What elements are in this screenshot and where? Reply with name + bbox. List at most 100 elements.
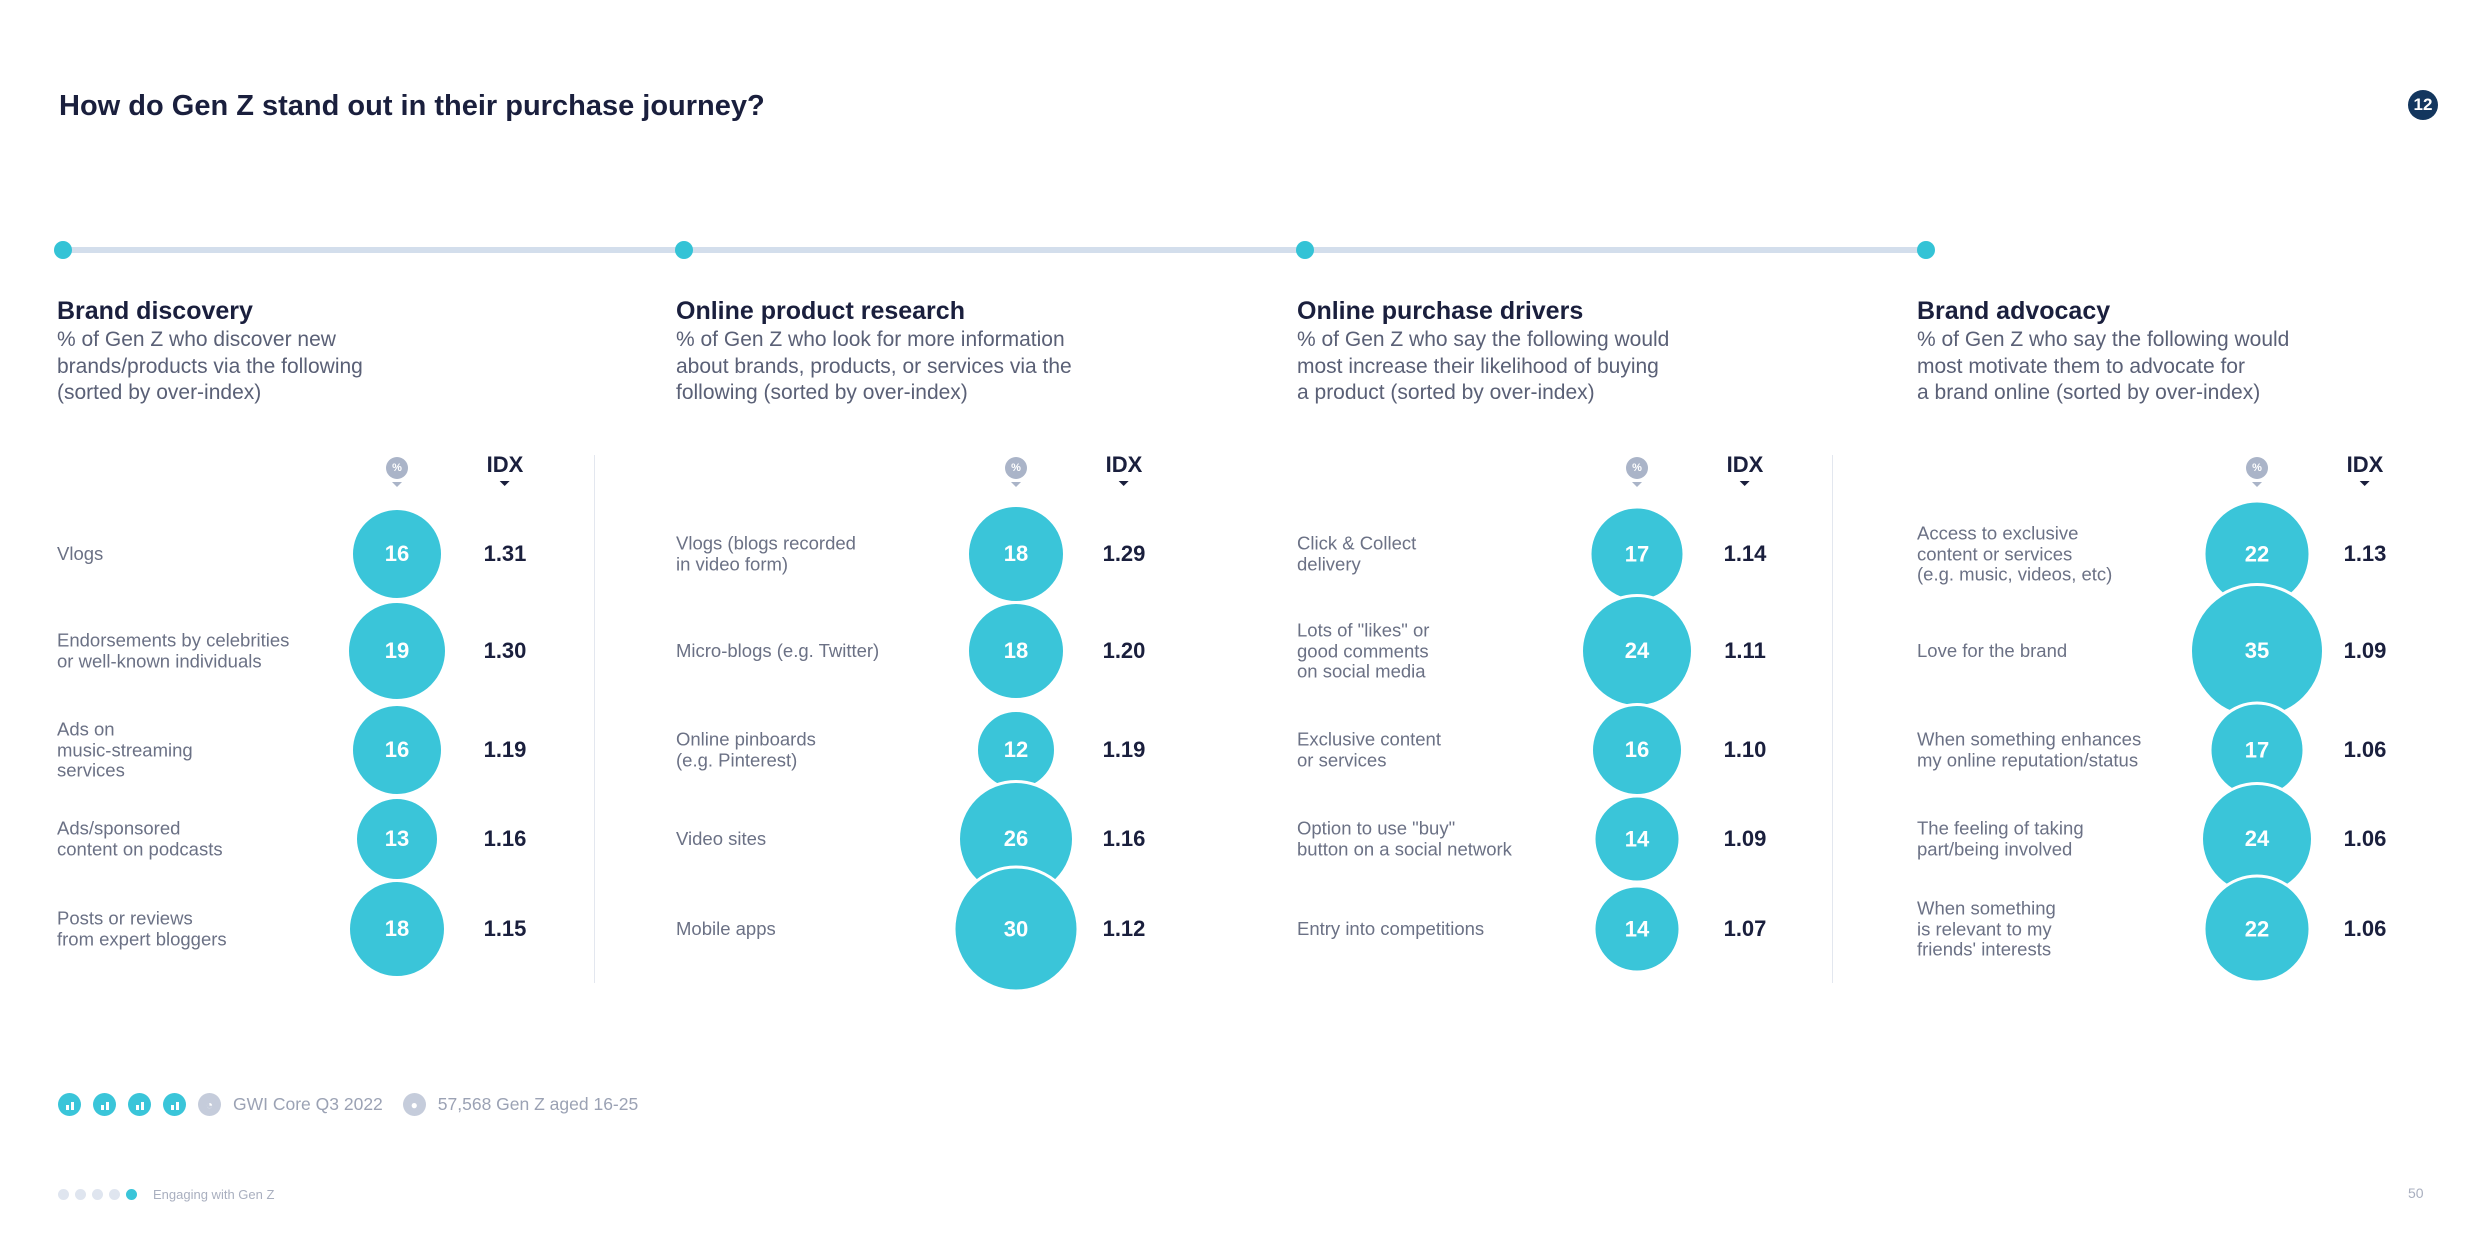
chart-icon: [163, 1093, 186, 1116]
idx-value: 1.30: [483, 638, 527, 663]
pct-bubble: 19: [346, 600, 448, 702]
row-label: Option to use "buy" button on a social n…: [1297, 817, 1512, 859]
section-title: Brand advocacy: [1917, 297, 2111, 325]
idx-column-header: IDX: [2346, 452, 2384, 477]
row-label: Exclusive content or services: [1297, 728, 1441, 770]
page-number-badge: 12: [2408, 90, 2438, 120]
timeline-dot: [54, 241, 72, 259]
section-0: Brand discovery % of Gen Z who discover n…: [57, 0, 617, 1241]
source-label: GWI Core Q3 2022: [233, 1094, 383, 1114]
row-label: Online pinboards (e.g. Pinterest): [676, 728, 816, 770]
progress-dot: [109, 1189, 120, 1200]
footer: ◔ GWI Core Q3 2022 ● 57,568 Gen Z aged 1…: [58, 1093, 638, 1116]
section-title: Online purchase drivers: [1297, 297, 1584, 325]
row-label: Endorsements by celebrities or well-know…: [57, 629, 290, 671]
page-number: 50: [2408, 1185, 2424, 1201]
row-label: The feeling of taking part/being involve…: [1917, 817, 2084, 859]
pct-column-header: %: [1005, 457, 1027, 479]
timeline-dot: [1296, 241, 1314, 259]
idx-value: 1.31: [483, 541, 527, 566]
pct-column-header: %: [2246, 457, 2268, 479]
row-label: Mobile apps: [676, 917, 776, 939]
idx-value: 1.14: [1723, 541, 1767, 566]
idx-value: 1.10: [1723, 737, 1767, 762]
idx-value: 1.12: [1102, 916, 1146, 941]
pct-bubble: 18: [966, 601, 1066, 701]
pct-bubble: 16: [350, 507, 444, 601]
report-name: Engaging with Gen Z: [153, 1187, 275, 1202]
idx-value: 1.20: [1102, 638, 1146, 663]
chart-icon: [58, 1093, 81, 1116]
timeline-dot: [1917, 241, 1935, 259]
row-label: Click & Collect delivery: [1297, 532, 1417, 574]
row-label: Video sites: [676, 827, 767, 849]
row-label: Love for the brand: [1917, 639, 2068, 661]
idx-value: 1.06: [2343, 826, 2387, 851]
pct-bubble: 14: [1592, 794, 1682, 884]
row-label: Ads/sponsored content on podcasts: [57, 817, 223, 859]
section-3: Brand advocacy % of Gen Z who say the fol…: [1917, 0, 2477, 1241]
idx-value: 1.19: [1102, 737, 1146, 762]
row-label: Access to exclusive content or services …: [1917, 522, 2113, 585]
section-description: % of Gen Z who say the following would m…: [1917, 328, 2290, 404]
progress-dot-active: [126, 1189, 137, 1200]
row-label: When something is relevant to my friends…: [1917, 897, 2056, 960]
page-title: How do Gen Z stand out in their purchase…: [59, 90, 765, 122]
source-icon: ◔: [198, 1093, 221, 1116]
pct-bubble: 24: [1580, 594, 1694, 708]
pct-bubble: 16: [1590, 703, 1684, 797]
section-description: % of Gen Z who discover new brands/produ…: [57, 328, 363, 404]
row-label: Entry into competitions: [1297, 917, 1485, 939]
pct-bubble: 22: [2202, 874, 2312, 984]
row-label: Micro-blogs (e.g. Twitter): [676, 639, 880, 661]
timeline-line: [63, 247, 1925, 253]
section-description: % of Gen Z who say the following would m…: [1297, 328, 1670, 404]
pct-bubble: 18: [347, 879, 447, 979]
audience-icon: ●: [402, 1093, 426, 1116]
row-label: Vlogs: [57, 542, 104, 564]
progress-dot: [58, 1189, 69, 1200]
progress-dot: [75, 1189, 86, 1200]
pct-column-header: %: [1626, 457, 1648, 479]
idx-value: 1.09: [1723, 826, 1767, 851]
idx-value: 1.06: [2343, 916, 2387, 941]
chart-icon: [93, 1093, 116, 1116]
section-1: Online product research % of Gen Z who lo…: [676, 0, 1236, 1241]
section-title: Online product research: [676, 297, 965, 325]
row-label: Vlogs (blogs recorded in video form): [676, 532, 856, 574]
pct-bubble: 17: [1588, 505, 1686, 603]
sample-label: 57,568 Gen Z aged 16-25: [437, 1094, 639, 1114]
idx-value: 1.16: [483, 826, 527, 851]
chart-icon: [128, 1093, 151, 1116]
column-divider: [594, 455, 595, 983]
idx-value: 1.19: [483, 737, 527, 762]
section-2: Online purchase drivers % of Gen Z who sa…: [1297, 0, 1857, 1241]
pct-bubble: 16: [350, 703, 444, 797]
idx-value: 1.06: [2343, 737, 2387, 762]
row-label: Lots of "likes" or good comments on soci…: [1297, 619, 1430, 682]
idx-value: 1.15: [483, 916, 527, 941]
idx-column-header: IDX: [486, 452, 524, 477]
row-label: Ads on music-streaming services: [57, 718, 193, 781]
row-label: When something enhances my online reputa…: [1917, 728, 2142, 770]
column-divider: [1832, 455, 1833, 983]
pct-column-header: %: [386, 457, 408, 479]
row-label: Posts or reviews from expert bloggers: [57, 907, 227, 949]
idx-column-header: IDX: [1105, 452, 1143, 477]
idx-value: 1.07: [1723, 916, 1767, 941]
pct-bubble: 12: [975, 709, 1057, 791]
section-description: % of Gen Z who look for more information…: [676, 328, 1072, 404]
idx-column-header: IDX: [1726, 452, 1764, 477]
idx-value: 1.11: [1724, 638, 1766, 663]
pct-bubble: 14: [1592, 884, 1682, 974]
timeline-dot: [675, 241, 693, 259]
progress-dot: [92, 1189, 103, 1200]
idx-value: 1.29: [1102, 541, 1146, 566]
idx-value: 1.16: [1102, 826, 1146, 851]
idx-value: 1.09: [2343, 638, 2387, 663]
pct-bubble: 35: [2189, 583, 2325, 719]
pct-bubble: 18: [966, 504, 1066, 604]
progress-indicator: Engaging with Gen Z: [58, 1187, 274, 1202]
pct-bubble: 30: [952, 865, 1080, 993]
section-title: Brand discovery: [57, 297, 253, 325]
